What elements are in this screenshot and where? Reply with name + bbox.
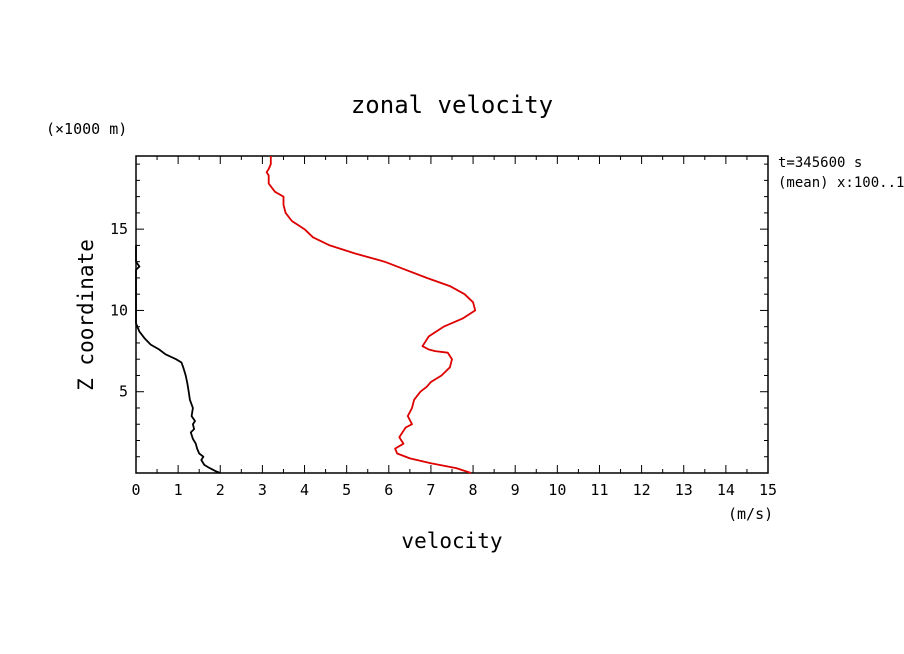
x-unit-label: (m/s) [728,505,773,523]
x-tick-label: 15 [759,481,777,499]
y-tick-label: 5 [119,383,128,401]
x-tick-label: 6 [384,481,393,499]
y-unit-label: (×1000 m) [46,120,127,138]
x-tick-label: 2 [216,481,225,499]
x-tick-label: 13 [675,481,693,499]
y-tick-labels: 5 10 15 [110,220,128,401]
y-tick-label: 10 [110,301,128,319]
axis-ticks [135,156,769,473]
series-line-1 [135,245,221,474]
info-line-2: (mean) x:100..1 [778,175,904,191]
x-tick-label: 14 [717,481,735,499]
x-tick-label: 3 [258,481,267,499]
series-lines [135,156,477,474]
x-tick-label: 7 [426,481,435,499]
chart-title: zonal velocity [351,91,553,119]
x-tick-label: 0 [131,481,140,499]
x-tick-label: 4 [300,481,309,499]
x-tick-label: 9 [511,481,520,499]
plot-frame [135,155,769,474]
x-tick-label: 10 [548,481,566,499]
x-axis-label: velocity [401,529,502,553]
series-line-2 [265,156,477,474]
y-tick-label: 15 [110,220,128,238]
x-tick-label: 5 [342,481,351,499]
x-tick-label: 1 [174,481,183,499]
x-tick-label: 12 [633,481,651,499]
x-tick-label: 8 [469,481,478,499]
info-line-1: t=345600 s [778,155,862,171]
x-tick-label: 11 [590,481,608,499]
x-tick-labels: 0 1 2 3 4 5 6 7 8 9 10 11 12 13 14 15 [131,481,777,499]
y-axis-label: Z coordinate [74,239,98,391]
